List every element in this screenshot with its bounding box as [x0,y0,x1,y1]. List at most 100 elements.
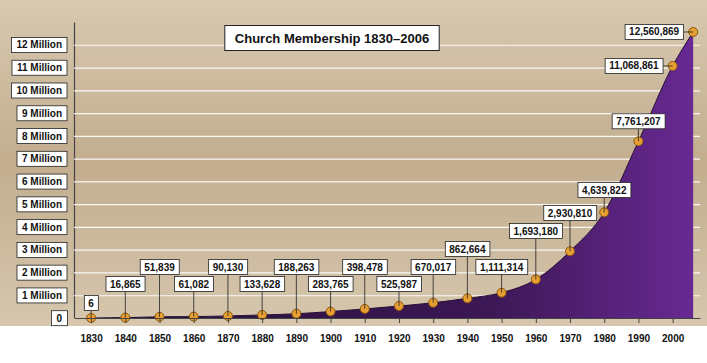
data-label-box [578,183,631,198]
data-label: 6 [88,298,94,309]
data-label-group: 16,865 [106,277,145,318]
x-tick: 1890 [286,318,309,344]
x-tick: 2000 [662,318,685,344]
tick-mark [296,318,297,323]
y-tick-label: 12 Million [16,39,62,50]
data-label: 670,017 [415,262,452,273]
x-tick: 1920 [388,318,411,344]
y-tick-label: 8 Million [22,131,62,142]
leader-line [663,65,673,66]
data-label-group: 1,111,314 [476,260,528,293]
data-label-group: 1,693,180 [510,224,563,280]
x-tick-label: 1860 [183,333,206,344]
data-label-group: 133,628 [240,277,285,315]
y-tick-label-box [51,311,67,326]
points [87,27,698,322]
data-label: 1,111,314 [480,262,524,273]
data-label-box [476,260,528,275]
y-tick-label: 9 Million [22,108,62,119]
y-tick-label-box [17,129,67,144]
grid-line [74,113,700,114]
grid-line [74,204,700,205]
x-tick-label: 1930 [423,333,446,344]
leader-line [125,292,126,318]
tick-mark [433,318,434,323]
x-tick: 1850 [149,318,172,344]
data-label-group: 12,560,869 [625,24,693,39]
data-label-group: 51,839 [140,260,179,317]
leader-line [570,221,571,252]
x-tick-label: 1970 [559,333,582,344]
y-tick-label-box [17,197,67,212]
y-tick-label: 11 Million [17,62,62,73]
data-label: 525,987 [381,279,418,290]
data-label-box [240,277,285,292]
data-label-group: 2,930,810 [544,206,597,252]
tick-mark [331,318,332,323]
x-tick: 1950 [491,318,514,344]
data-label-box [140,260,179,275]
data-label-box [605,58,663,73]
y-tick: 8 Million [17,129,700,144]
data-label-box [625,24,683,39]
data-label: 2,930,810 [548,208,593,219]
x-tick-label: 1850 [149,333,172,344]
data-label-group: 6 [84,296,98,318]
x-tick-label: 1900 [320,333,343,344]
y-tick-label-box [11,83,67,98]
tick-mark [262,318,263,323]
data-label: 1,693,180 [514,226,559,237]
leader-line [501,275,502,293]
data-label-box [209,260,248,275]
data-label-box [377,277,422,292]
y-tick-label: 1 Million [22,290,62,301]
x-tick: 1880 [252,318,275,344]
leader-line [364,275,365,309]
data-label: 283,765 [312,279,349,290]
data-label-box [174,277,213,292]
tick-mark [638,318,639,323]
leader-line [638,129,639,142]
data-labels: 616,86551,83961,08290,130133,628188,2632… [84,24,693,318]
y-tick-label-box [17,242,67,257]
y-tick-label-box [17,106,67,121]
data-label: 188,263 [278,262,315,273]
y-tick-label-box [17,174,67,189]
leader-line [193,292,194,317]
data-label: 12,560,869 [629,26,679,37]
x-tick: 1960 [525,318,548,344]
data-label-box [544,206,597,221]
x-tick: 1930 [423,318,446,344]
grid-line [74,90,700,91]
tick-mark [365,318,366,323]
background [0,0,707,326]
x-tick-label: 1960 [525,333,548,344]
y-tick-label: 7 Million [22,153,62,164]
y-axis: 01 Million2 Million3 Million4 Million5 M… [11,23,700,326]
leader-line [227,275,228,316]
data-label: 61,082 [178,279,209,290]
tick-mark [536,318,537,323]
x-tick: 1990 [628,318,651,344]
tick-mark [91,318,92,323]
data-label: 51,839 [144,262,175,273]
y-tick-label-box [12,60,67,75]
leader-line [604,198,605,213]
data-label-box [343,260,388,275]
x-tick-label: 1870 [217,333,240,344]
leader-line [684,31,694,32]
data-label-group: 4,639,822 [578,183,631,213]
y-tick-label-box [11,37,67,52]
x-tick-label: 1830 [80,333,103,344]
data-label: 16,865 [110,279,141,290]
x-tick: 1900 [320,318,343,344]
tick-mark [570,318,571,323]
x-axis: 1830184018501860187018801890190019101920… [75,318,701,344]
x-tick: 1870 [217,318,240,344]
x-tick-label: 1880 [252,333,275,344]
data-label: 133,628 [244,279,281,290]
x-tick: 1940 [457,318,480,344]
x-tick-label: 1940 [457,333,480,344]
data-label-group: 61,082 [174,277,213,317]
x-tick-label: 1990 [628,333,651,344]
